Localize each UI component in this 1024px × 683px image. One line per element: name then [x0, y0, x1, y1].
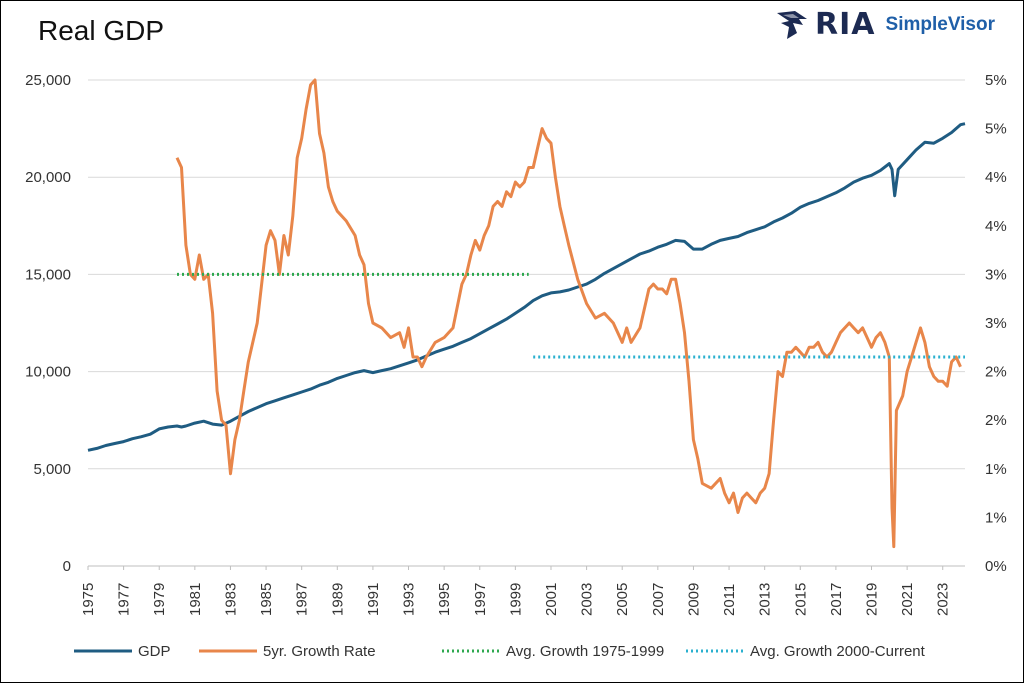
grid-lines	[88, 79, 965, 567]
right-tick-label: 2%	[985, 412, 1007, 429]
growth-rate-line	[175, 78, 962, 549]
legend-label: Avg. Growth 1975-1999	[506, 643, 664, 660]
ria-logo: RIA SimpleVisor	[775, 7, 995, 42]
right-tick-label: 3%	[985, 315, 1007, 332]
right-tick-label: 5%	[985, 121, 1007, 138]
x-tick-label: 2023	[935, 583, 952, 616]
x-tick-label: 1981	[187, 583, 204, 616]
x-tick-label: 1999	[507, 583, 524, 616]
left-tick-label: 5,000	[33, 461, 71, 478]
x-tick-label: 1989	[329, 583, 346, 616]
x-tick-label: 1995	[436, 583, 453, 616]
x-tick-label: 2021	[899, 583, 916, 616]
logo-simplevisor-text: SimpleVisor	[885, 13, 995, 35]
legend-label: GDP	[138, 643, 171, 660]
x-tick-label: 1997	[472, 583, 489, 616]
legend-label: Avg. Growth 2000-Current	[750, 643, 926, 660]
eagle-icon	[777, 10, 808, 39]
right-tick-label: 4%	[985, 169, 1007, 186]
left-tick-label: 0	[63, 558, 71, 575]
x-tick-label: 1991	[365, 583, 382, 616]
legend: GDP 5yr. Growth Rate Avg. Growth 1975-1999…	[74, 643, 926, 660]
chart-title: Real GDP	[38, 15, 165, 46]
x-tick-label: 2011	[721, 584, 738, 616]
right-tick-label: 1%	[985, 461, 1007, 478]
x-tick-label: 2017	[828, 583, 845, 616]
x-axis: 1975 1977 1979 1981 1983 1985 1987 1989 1991 1993…	[80, 566, 952, 616]
x-tick-label: 1985	[258, 583, 275, 616]
right-tick-label: 3%	[985, 266, 1007, 283]
right-axis: 0% 1% 1% 2% 2% 3% 3% 4% 4% 5% 5%	[985, 72, 1007, 575]
gdp-line	[87, 122, 966, 452]
left-tick-label: 15,000	[25, 266, 71, 283]
x-tick-label: 2007	[650, 583, 667, 616]
right-tick-label: 1%	[985, 509, 1007, 526]
right-tick-label: 5%	[985, 72, 1007, 89]
x-tick-label: 1979	[151, 583, 168, 616]
x-tick-label: 1977	[116, 583, 133, 616]
left-tick-label: 20,000	[25, 169, 71, 186]
x-tick-label: 1987	[294, 583, 311, 616]
x-tick-label: 2009	[685, 583, 702, 616]
x-tick-label: 1983	[222, 583, 239, 616]
series-layer	[87, 78, 966, 549]
right-tick-label: 4%	[985, 218, 1007, 235]
x-tick-label: 2001	[543, 583, 560, 616]
x-tick-label: 1993	[401, 583, 418, 616]
logo-ria-text: RIA	[815, 7, 876, 42]
x-tick-label: 2015	[792, 583, 809, 616]
right-tick-label: 2%	[985, 364, 1007, 381]
x-tick-label: 1975	[80, 583, 97, 616]
left-tick-label: 25,000	[25, 72, 71, 89]
right-tick-label: 0%	[985, 558, 1007, 575]
legend-label: 5yr. Growth Rate	[263, 643, 376, 660]
x-tick-label: 2003	[579, 583, 596, 616]
left-tick-label: 10,000	[25, 364, 71, 381]
x-tick-label: 2005	[614, 583, 631, 616]
x-tick-label: 2013	[757, 583, 774, 616]
left-axis: 0 5,000 10,000 15,000 20,000 25,000	[25, 72, 71, 575]
x-tick-label: 2019	[864, 583, 881, 616]
